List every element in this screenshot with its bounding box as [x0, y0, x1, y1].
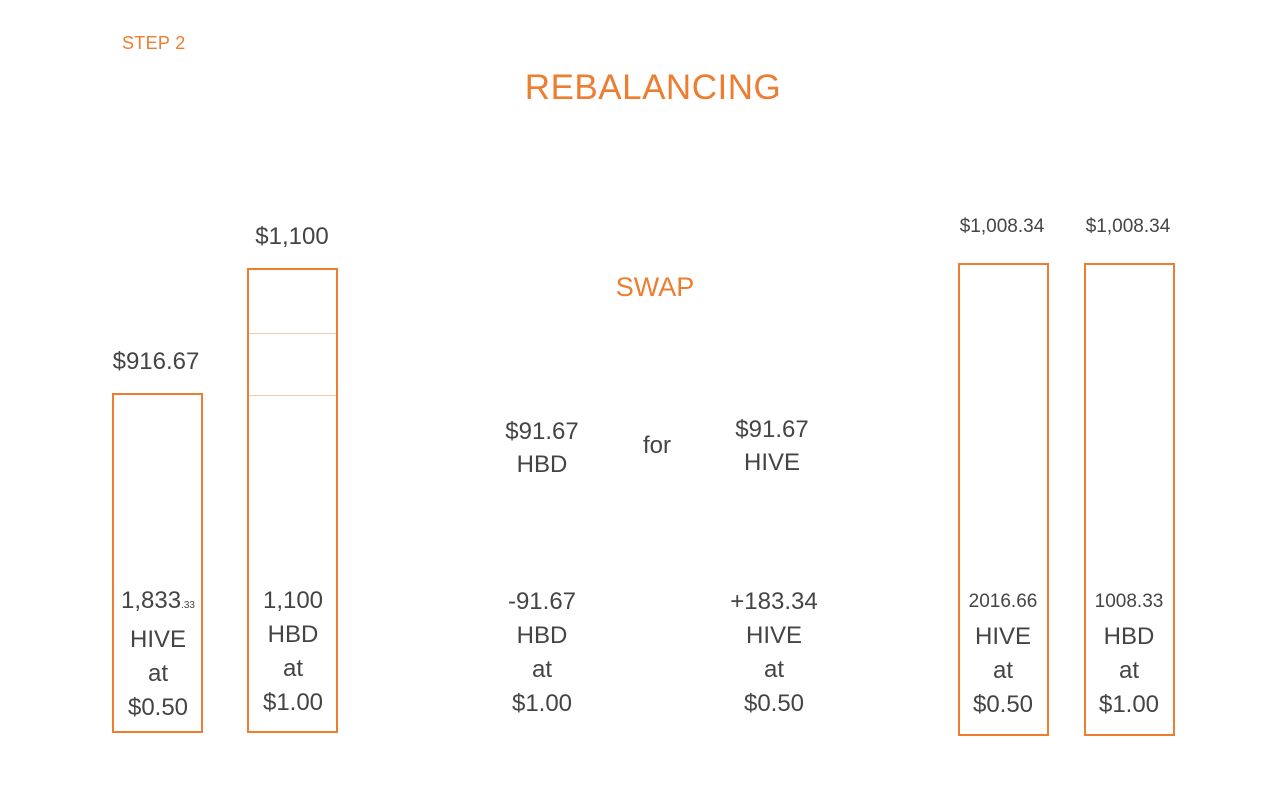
step-label: STEP 2 — [122, 33, 186, 53]
change-hbd: -91.67 HBD at $1.00 — [480, 585, 604, 721]
swap-give-token: HBD — [516, 451, 568, 478]
before-hbd-token: HBD — [267, 621, 319, 648]
before-hbd-bar — [247, 268, 338, 733]
before-hive-amount: 1,833.33 — [100, 584, 216, 623]
after-hive-amount: 2016.66 — [968, 591, 1038, 612]
change-hive-delta: +183.34 — [730, 588, 818, 615]
after-hbd-bar — [1084, 263, 1175, 736]
after-hbd-price: $1.00 — [1098, 691, 1160, 718]
swap-heading: SWAP — [615, 272, 695, 302]
after-hbd-amount: 1008.33 — [1094, 591, 1164, 612]
before-hive-at: at — [147, 660, 168, 687]
before-hive-bar — [112, 393, 203, 733]
after-hive-token: HIVE — [974, 623, 1031, 650]
before-hbd-price: $1.00 — [262, 689, 324, 716]
change-hbd-token: HBD — [516, 622, 568, 649]
swap-give: $91.67 HBD — [480, 415, 604, 481]
after-hbd-total: $1,008.34 — [1085, 216, 1171, 237]
before-hive-token: HIVE — [129, 626, 186, 653]
before-hive-details: 1,833.33 HIVE at $0.50 — [100, 584, 216, 725]
change-hbd-delta: -91.67 — [507, 588, 577, 615]
change-hive-token: HIVE — [745, 622, 802, 649]
after-hive-price: $0.50 — [972, 691, 1034, 718]
before-hive-amount-decimals: .33 — [181, 600, 195, 611]
after-hive-at: at — [992, 657, 1013, 684]
before-hbd-total: $1,100 — [255, 223, 329, 250]
page-title: REBALANCING — [524, 68, 782, 107]
before-hive-amount-int: 1,833 — [121, 587, 182, 614]
swap-get: $91.67 HIVE — [710, 413, 834, 479]
after-hbd-at: at — [1118, 657, 1139, 684]
change-hbd-price: $1.00 — [511, 690, 573, 717]
change-hive-price: $0.50 — [743, 690, 805, 717]
before-hbd-divider-upper — [249, 333, 336, 334]
after-hive-bar — [958, 263, 1049, 736]
before-hbd-at: at — [282, 655, 303, 682]
after-hbd-token: HBD — [1103, 623, 1155, 650]
after-hive-details: 2016.66 HIVE at $0.50 — [946, 586, 1060, 722]
swap-get-amount: $91.67 — [735, 416, 809, 443]
before-hbd-details: 1,100 HBD at $1.00 — [236, 584, 350, 720]
change-hbd-at: at — [531, 656, 552, 683]
before-hbd-amount: 1,100 — [262, 587, 324, 614]
after-hive-total: $1,008.34 — [959, 216, 1045, 237]
swap-get-token: HIVE — [743, 449, 800, 476]
before-hbd-divider-lower — [249, 395, 336, 396]
after-hbd-details: 1008.33 HBD at $1.00 — [1072, 586, 1186, 722]
change-hive: +183.34 HIVE at $0.50 — [706, 585, 842, 721]
swap-connector: for — [642, 432, 671, 459]
swap-give-amount: $91.67 — [505, 418, 579, 445]
before-hive-price: $0.50 — [127, 694, 189, 721]
before-hive-total: $916.67 — [112, 348, 200, 375]
change-hive-at: at — [763, 656, 784, 683]
